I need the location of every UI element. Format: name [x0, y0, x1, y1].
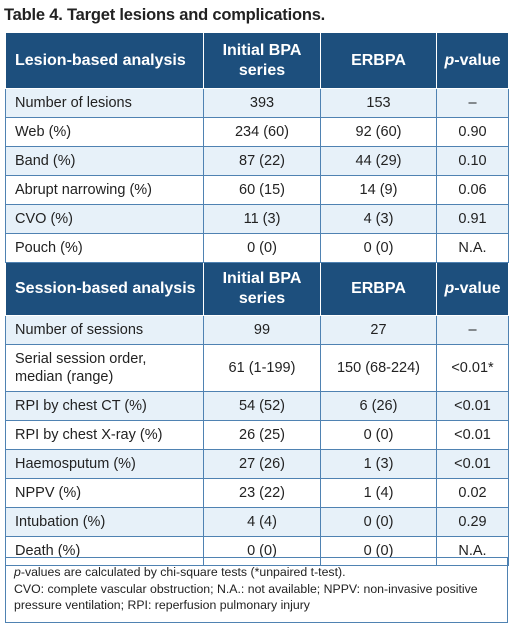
- lesion-cell-erbpa: 44 (29): [320, 146, 437, 176]
- session-cell-label: Number of sessions: [5, 315, 204, 345]
- session-cell-erbpa: 0 (0): [320, 507, 437, 537]
- session-cell-label: RPI by chest X-ray (%): [5, 420, 204, 450]
- lesion-cell-initial: 234 (60): [203, 117, 321, 147]
- session-cell-initial: 4 (4): [203, 507, 321, 537]
- pvalue-suffix: -value: [454, 280, 501, 297]
- session-cell-erbpa: 1 (4): [320, 478, 437, 508]
- lesion-cell-erbpa: 0 (0): [320, 233, 437, 263]
- lesion-row: Abrupt narrowing (%) 60 (15) 14 (9) 0.06: [5, 175, 509, 205]
- session-cell-pvalue: 0.02: [436, 478, 509, 508]
- lesion-cell-label: Pouch (%): [5, 233, 204, 263]
- session-row: RPI by chest CT (%) 54 (52) 6 (26) <0.01: [5, 391, 509, 421]
- session-cell-erbpa: 27: [320, 315, 437, 345]
- pvalue-suffix: -value: [454, 51, 501, 69]
- session-row: Death (%) 0 (0) 0 (0) N.A.: [5, 536, 509, 566]
- session-cell-initial: 61 (1-199): [203, 344, 321, 392]
- session-cell-label: Intubation (%): [5, 507, 204, 537]
- session-cell-initial: 27 (26): [203, 449, 321, 479]
- session-cell-erbpa: 0 (0): [320, 536, 437, 566]
- lesion-cell-pvalue: 0.91: [436, 204, 509, 234]
- session-row: NPPV (%) 23 (22) 1 (4) 0.02: [5, 478, 509, 508]
- session-cell-label: Death (%): [5, 536, 204, 566]
- session-row: Intubation (%) 4 (4) 0 (0) 0.29: [5, 507, 509, 537]
- table-caption: Table 4. Target lesions and complication…: [4, 6, 326, 24]
- lesion-cell-pvalue: –: [436, 88, 509, 118]
- session-cell-erbpa: 1 (3): [320, 449, 437, 479]
- lesion-header-initial: Initial BPA series: [203, 32, 321, 89]
- lesion-row: Band (%) 87 (22) 44 (29) 0.10: [5, 146, 509, 176]
- p-italic: p: [444, 51, 455, 69]
- lesion-cell-pvalue: 0.90: [436, 117, 509, 147]
- session-cell-erbpa: 6 (26): [320, 391, 437, 421]
- session-cell-erbpa: 150 (68-224): [320, 344, 437, 392]
- session-cell-initial: 23 (22): [203, 478, 321, 508]
- lesion-cell-erbpa: 14 (9): [320, 175, 437, 205]
- session-row: Haemosputum (%) 27 (26) 1 (3) <0.01: [5, 449, 509, 479]
- session-cell-pvalue: 0.29: [436, 507, 509, 537]
- session-header-erbpa: ERBPA: [320, 262, 437, 316]
- lesion-header-erbpa: ERBPA: [320, 32, 437, 89]
- session-row: Number of sessions 99 27–: [5, 315, 509, 345]
- lesion-cell-label: Band (%): [5, 146, 204, 176]
- footnote-line-1-text: -values are calculated by chi-square tes…: [20, 565, 346, 579]
- session-cell-label: RPI by chest CT (%): [5, 391, 204, 421]
- lesion-row: Number of lesions 393 153–: [5, 88, 509, 118]
- session-header-row: Session-based analysis Initial BPA series…: [5, 262, 509, 316]
- lesion-cell-initial: 60 (15): [203, 175, 321, 205]
- lesion-cell-initial: 393: [203, 88, 321, 118]
- session-cell-pvalue: <0.01: [436, 420, 509, 450]
- session-cell-initial: 99: [203, 315, 321, 345]
- lesion-cell-label: Web (%): [5, 117, 204, 147]
- session-header-initial: Initial BPA series: [203, 262, 321, 316]
- session-cell-initial: 26 (25): [203, 420, 321, 450]
- lesion-cell-erbpa: 92 (60): [320, 117, 437, 147]
- p-italic: p: [444, 280, 455, 297]
- session-row: RPI by chest X-ray (%) 26 (25) 0 (0) <0.01: [5, 420, 509, 450]
- session-cell-erbpa: 0 (0): [320, 420, 437, 450]
- session-cell-label: NPPV (%): [5, 478, 204, 508]
- lesion-cell-erbpa: 4 (3): [320, 204, 437, 234]
- lesion-cell-label: Number of lesions: [5, 88, 204, 118]
- lesion-cell-pvalue: 0.06: [436, 175, 509, 205]
- session-cell-initial: 54 (52): [203, 391, 321, 421]
- lesion-cell-pvalue: N.A.: [436, 233, 509, 263]
- table-body: Lesion-based analysis Initial BPA series…: [5, 32, 509, 566]
- lesion-row: Pouch (%) 0 (0) 0 (0) N.A.: [5, 233, 509, 263]
- lesion-cell-pvalue: 0.10: [436, 146, 509, 176]
- lesion-row: CVO (%) 11 (3) 4 (3) 0.91: [5, 204, 509, 234]
- lesion-cell-label: Abrupt narrowing (%): [5, 175, 204, 205]
- session-header-pvalue: p-value: [436, 262, 509, 316]
- table-footnote: p-values are calculated by chi-square te…: [5, 557, 508, 623]
- lesion-header-row: Lesion-based analysis Initial BPA series…: [5, 32, 509, 89]
- session-cell-label: Serial session order, median (range): [5, 344, 204, 392]
- results-table: Lesion-based analysis Initial BPA series…: [5, 32, 509, 566]
- lesion-header-label: Lesion-based analysis: [5, 32, 204, 89]
- session-cell-pvalue: N.A.: [436, 536, 509, 566]
- lesion-cell-initial: 11 (3): [203, 204, 321, 234]
- session-cell-label: Haemosputum (%): [5, 449, 204, 479]
- session-cell-pvalue: –: [436, 315, 509, 345]
- lesion-row: Web (%) 234 (60) 92 (60) 0.90: [5, 117, 509, 147]
- lesion-cell-initial: 87 (22): [203, 146, 321, 176]
- session-cell-pvalue: <0.01: [436, 449, 509, 479]
- session-cell-pvalue: <0.01: [436, 391, 509, 421]
- footnote-line-2: CVO: complete vascular obstruction; N.A.…: [14, 581, 478, 613]
- session-header-label: Session-based analysis: [5, 262, 204, 316]
- lesion-cell-erbpa: 153: [320, 88, 437, 118]
- footnote-p-italic: p: [14, 565, 21, 579]
- session-cell-pvalue: <0.01*: [436, 344, 509, 392]
- lesion-header-pvalue: p-value: [436, 32, 509, 89]
- lesion-cell-initial: 0 (0): [203, 233, 321, 263]
- lesion-cell-label: CVO (%): [5, 204, 204, 234]
- session-row: Serial session order, median (range) 61 (…: [5, 344, 509, 392]
- footnote-line-1: p-values are calculated by chi-square te…: [14, 564, 499, 581]
